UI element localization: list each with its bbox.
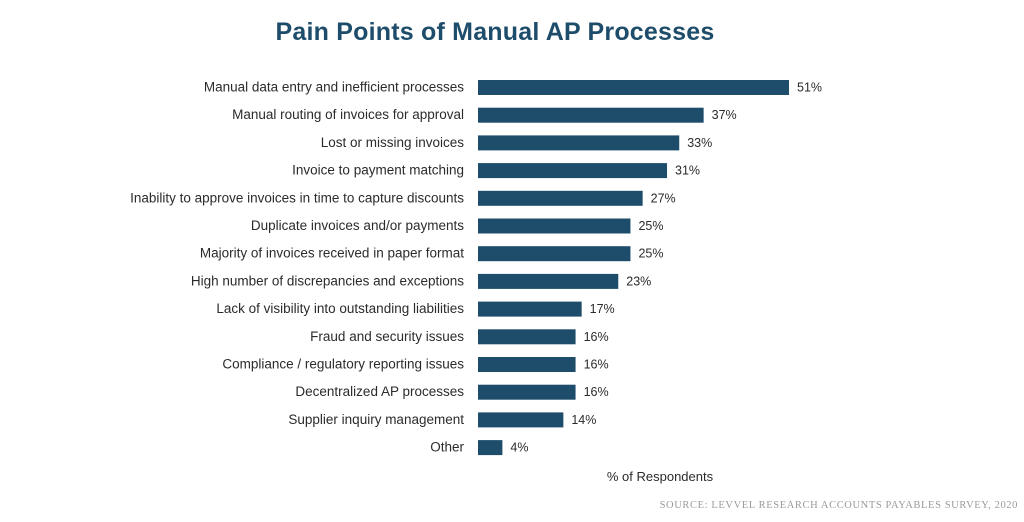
- value-label: 16%: [584, 385, 609, 399]
- source-note: SOURCE: LEVVEL RESEARCH ACCOUNTS PAYABLE…: [659, 500, 1018, 511]
- category-label: Fraud and security issues: [310, 329, 464, 344]
- bar: [478, 80, 789, 95]
- category-label: Supplier inquiry management: [288, 412, 464, 427]
- value-label: 51%: [797, 81, 822, 95]
- category-label: Duplicate invoices and/or payments: [251, 218, 464, 233]
- value-label: 31%: [675, 164, 700, 178]
- bar: [478, 412, 564, 428]
- category-label: Inability to approve invoices in time to…: [130, 190, 464, 205]
- bar: [478, 218, 631, 234]
- category-label: Manual data entry and inefficient proces…: [204, 80, 464, 95]
- bar: [478, 163, 668, 179]
- value-label: 4%: [510, 441, 528, 455]
- bar: [478, 135, 680, 151]
- category-label: Compliance / regulatory reporting issues: [222, 357, 464, 372]
- value-label: 25%: [638, 219, 663, 233]
- chart-title: Pain Points of Manual AP Processes: [275, 18, 715, 46]
- category-label: Other: [430, 440, 464, 455]
- bar: [478, 301, 582, 317]
- category-label: Decentralized AP processes: [295, 384, 464, 399]
- category-label: Manual routing of invoices for approval: [232, 107, 464, 122]
- value-label: 25%: [638, 247, 663, 261]
- value-label: 16%: [584, 358, 609, 372]
- category-label: Invoice to payment matching: [292, 163, 464, 178]
- bar: [478, 273, 619, 289]
- value-label: 14%: [571, 413, 596, 427]
- value-label: 33%: [687, 136, 712, 150]
- category-label: High number of discrepancies and excepti…: [191, 273, 464, 288]
- bar: [478, 384, 576, 400]
- bar: [478, 190, 643, 206]
- bar: [478, 357, 576, 372]
- value-label: 16%: [584, 330, 609, 344]
- value-label: 37%: [712, 108, 737, 122]
- x-axis-label: % of Respondents: [606, 469, 714, 484]
- bar: [478, 107, 704, 123]
- value-label: 17%: [590, 302, 615, 316]
- category-label: Lack of visibility into outstanding liab…: [216, 301, 464, 316]
- value-label: 27%: [651, 191, 676, 205]
- category-label: Majority of invoices received in paper f…: [200, 246, 464, 261]
- value-label: 23%: [626, 274, 651, 288]
- bar: [478, 246, 631, 262]
- bar: [478, 329, 576, 345]
- category-label: Lost or missing invoices: [321, 135, 465, 150]
- bar: [478, 440, 503, 456]
